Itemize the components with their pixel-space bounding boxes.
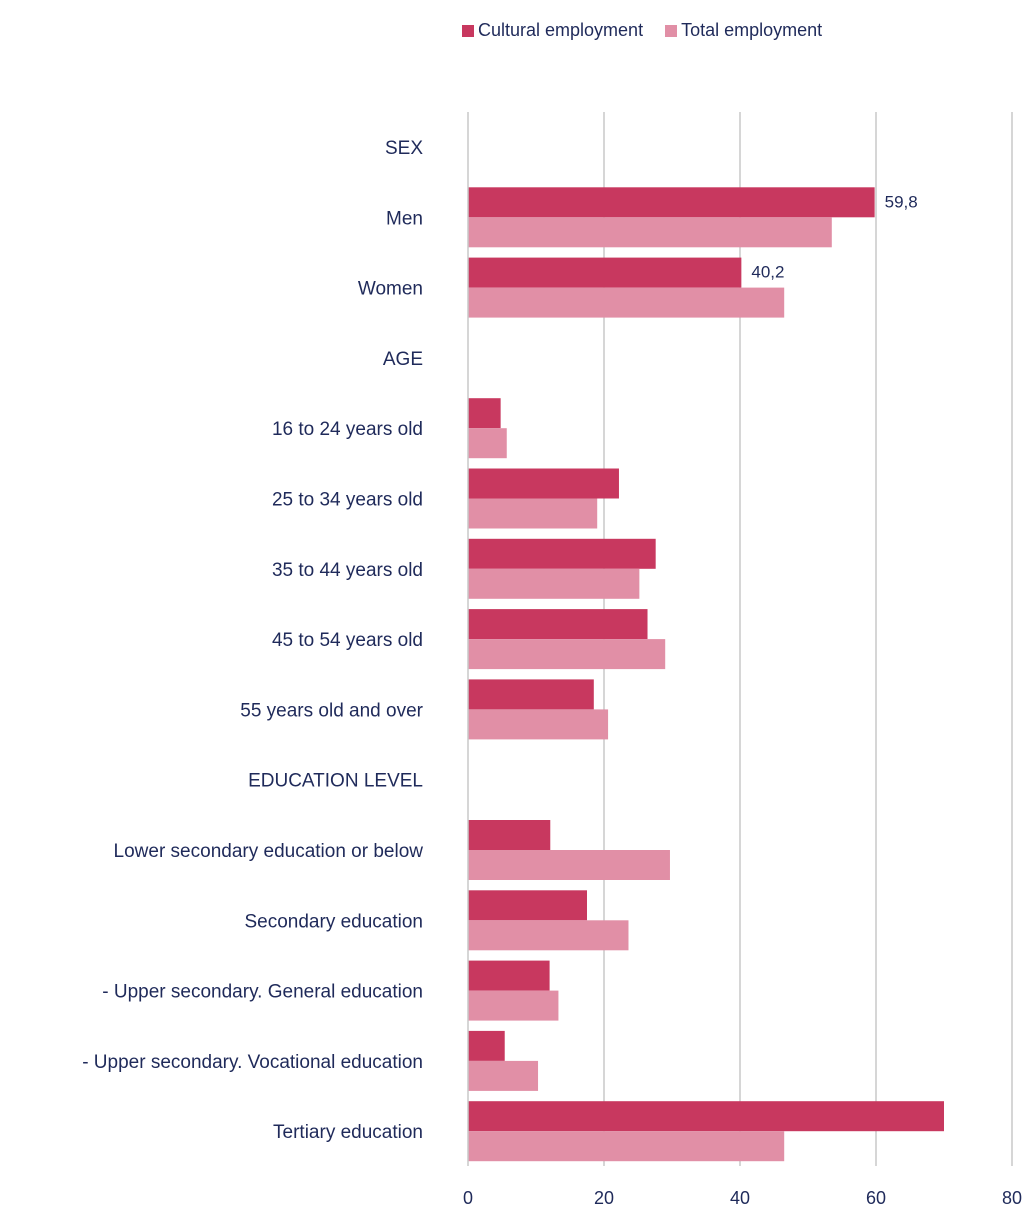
category-label: - Upper secondary. Vocational education: [82, 1052, 423, 1073]
chart-legend: Cultural employment Total employment: [462, 20, 844, 41]
bar-cultural-employment: [468, 1101, 944, 1132]
bar-total-employment: [468, 428, 507, 459]
bar-total-employment: [468, 990, 559, 1021]
category-label: Lower secondary education or below: [114, 841, 424, 862]
x-tick-label: 40: [730, 1188, 750, 1207]
category-label: Secondary education: [244, 911, 423, 932]
legend-item-total-employment: Total employment: [665, 20, 822, 41]
bar-total-employment: [468, 1060, 539, 1091]
category-label: Women: [358, 279, 423, 300]
x-tick-label: 0: [463, 1188, 473, 1207]
legend-item-cultural-employment: Cultural employment: [462, 20, 643, 41]
category-label: - Upper secondary. General education: [102, 982, 423, 1003]
legend-label-total-employment: Total employment: [681, 20, 823, 40]
bar-total-employment: [468, 287, 785, 318]
x-tick-label: 20: [594, 1188, 614, 1207]
category-label: 55 years old and over: [240, 700, 423, 721]
bar-cultural-employment: [468, 468, 619, 499]
category-label: Men: [386, 208, 423, 229]
bar-cultural-employment: [468, 609, 648, 640]
category-label: SEX: [385, 138, 423, 159]
bar-total-employment: [468, 568, 640, 599]
bar-total-employment: [468, 639, 666, 670]
bar-cultural-employment: [468, 820, 551, 850]
bar-total-employment: [468, 920, 629, 951]
data-label: 40,2: [751, 263, 784, 282]
bar-cultural-employment: [468, 679, 594, 710]
bar-total-employment: [468, 498, 598, 529]
bar-total-employment: [468, 217, 832, 248]
legend-label-cultural-employment: Cultural employment: [478, 20, 644, 40]
bar-total-employment: [468, 1131, 785, 1162]
bar-cultural-employment: [468, 890, 587, 921]
data-label: 59,8: [885, 192, 918, 211]
bar-cultural-employment: [468, 257, 742, 288]
x-tick-label: 80: [1002, 1188, 1022, 1207]
category-label: AGE: [383, 349, 423, 370]
bar-cultural-employment: [468, 1030, 505, 1061]
category-label: Tertiary education: [273, 1122, 423, 1143]
category-label: 25 to 34 years old: [272, 490, 423, 511]
bar-cultural-employment: [468, 398, 501, 429]
bar-cultural-employment: [468, 960, 550, 991]
category-label: 45 to 54 years old: [272, 630, 423, 651]
legend-swatch-cultural-employment: [462, 24, 474, 37]
legend-swatch-total-employment: [665, 24, 678, 37]
bar-cultural-employment: [468, 187, 875, 218]
x-tick-label: 60: [866, 1188, 886, 1207]
category-label: EDUCATION LEVEL: [248, 771, 423, 792]
category-label: 16 to 24 years old: [272, 419, 423, 440]
bar-cultural-employment: [468, 538, 656, 569]
bar-total-employment: [468, 850, 670, 880]
category-label: 35 to 44 years old: [272, 560, 423, 581]
bar-total-employment: [468, 709, 609, 740]
